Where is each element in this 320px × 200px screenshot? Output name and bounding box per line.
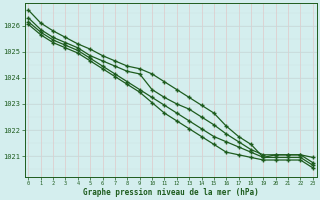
- X-axis label: Graphe pression niveau de la mer (hPa): Graphe pression niveau de la mer (hPa): [83, 188, 259, 197]
